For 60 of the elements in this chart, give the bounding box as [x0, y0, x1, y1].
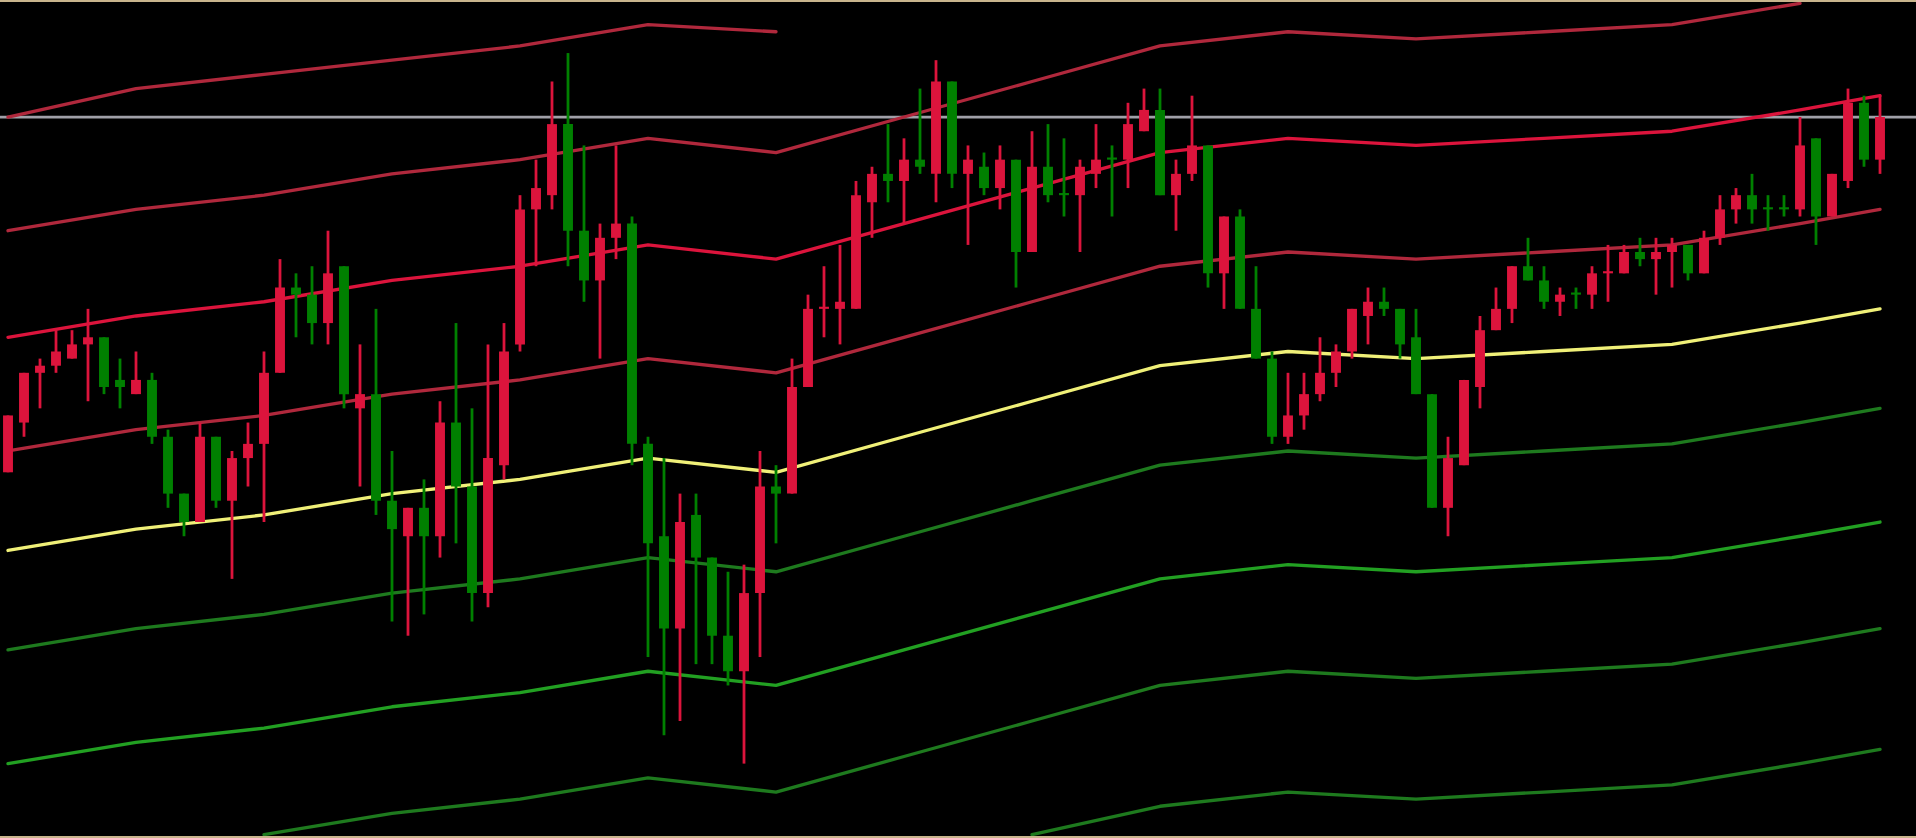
candlestick [1091, 122, 1101, 190]
candlestick [1171, 158, 1181, 233]
candlestick [883, 122, 893, 204]
candlestick [1043, 122, 1053, 204]
candlestick [1587, 264, 1597, 311]
candlestick [1635, 236, 1645, 268]
candlestick [1123, 101, 1133, 190]
candlestick [1555, 286, 1565, 318]
candlestick [1731, 186, 1741, 225]
candlestick [1283, 371, 1293, 446]
candlestick [531, 158, 541, 268]
candlestick [1331, 343, 1341, 389]
candlestick [243, 421, 253, 488]
candlestick [819, 264, 829, 339]
candlestick [35, 357, 45, 410]
candlestick [1379, 286, 1389, 318]
candlestick [307, 264, 317, 346]
candlestick [1363, 286, 1373, 346]
candlestick [131, 350, 141, 396]
candlestick [979, 151, 989, 197]
candlestick [1491, 286, 1501, 332]
candlestick [1107, 144, 1117, 218]
candlestick [1139, 87, 1149, 133]
candlestick [899, 136, 909, 225]
candlestick [963, 144, 973, 247]
candlestick [1347, 307, 1357, 360]
candlestick [1571, 286, 1581, 311]
candlestick [291, 271, 301, 339]
candlestick [1315, 335, 1325, 403]
candlestick [691, 492, 701, 666]
candlestick [771, 463, 781, 545]
candlestick [115, 357, 125, 410]
candlestick [1507, 264, 1517, 325]
candlestick [1651, 236, 1661, 297]
candlestick [1075, 158, 1085, 254]
candlestick [1683, 243, 1693, 282]
candlestick [355, 343, 365, 488]
candlestick [867, 165, 877, 240]
candlestick [915, 87, 925, 176]
candlestick [1059, 136, 1069, 218]
candlestick [1299, 371, 1309, 432]
candlestick [723, 570, 733, 687]
candlestick [227, 449, 237, 581]
candlestick [1395, 307, 1405, 360]
candlestick [419, 478, 429, 616]
candlestick [1763, 193, 1773, 233]
candlestick [179, 492, 189, 538]
candlestick [611, 144, 621, 261]
candlestick [1699, 229, 1709, 275]
candlestick [387, 449, 397, 623]
candlestick [995, 144, 1005, 211]
candlestick [1779, 193, 1789, 218]
candlestick [403, 506, 413, 638]
candlestick [1619, 243, 1629, 275]
candlestick [1667, 236, 1677, 289]
candlestick [1539, 264, 1549, 311]
candlestick [1523, 236, 1533, 282]
candlestick [1747, 172, 1757, 225]
candlestick [1603, 243, 1613, 304]
candlestick [1715, 193, 1725, 247]
